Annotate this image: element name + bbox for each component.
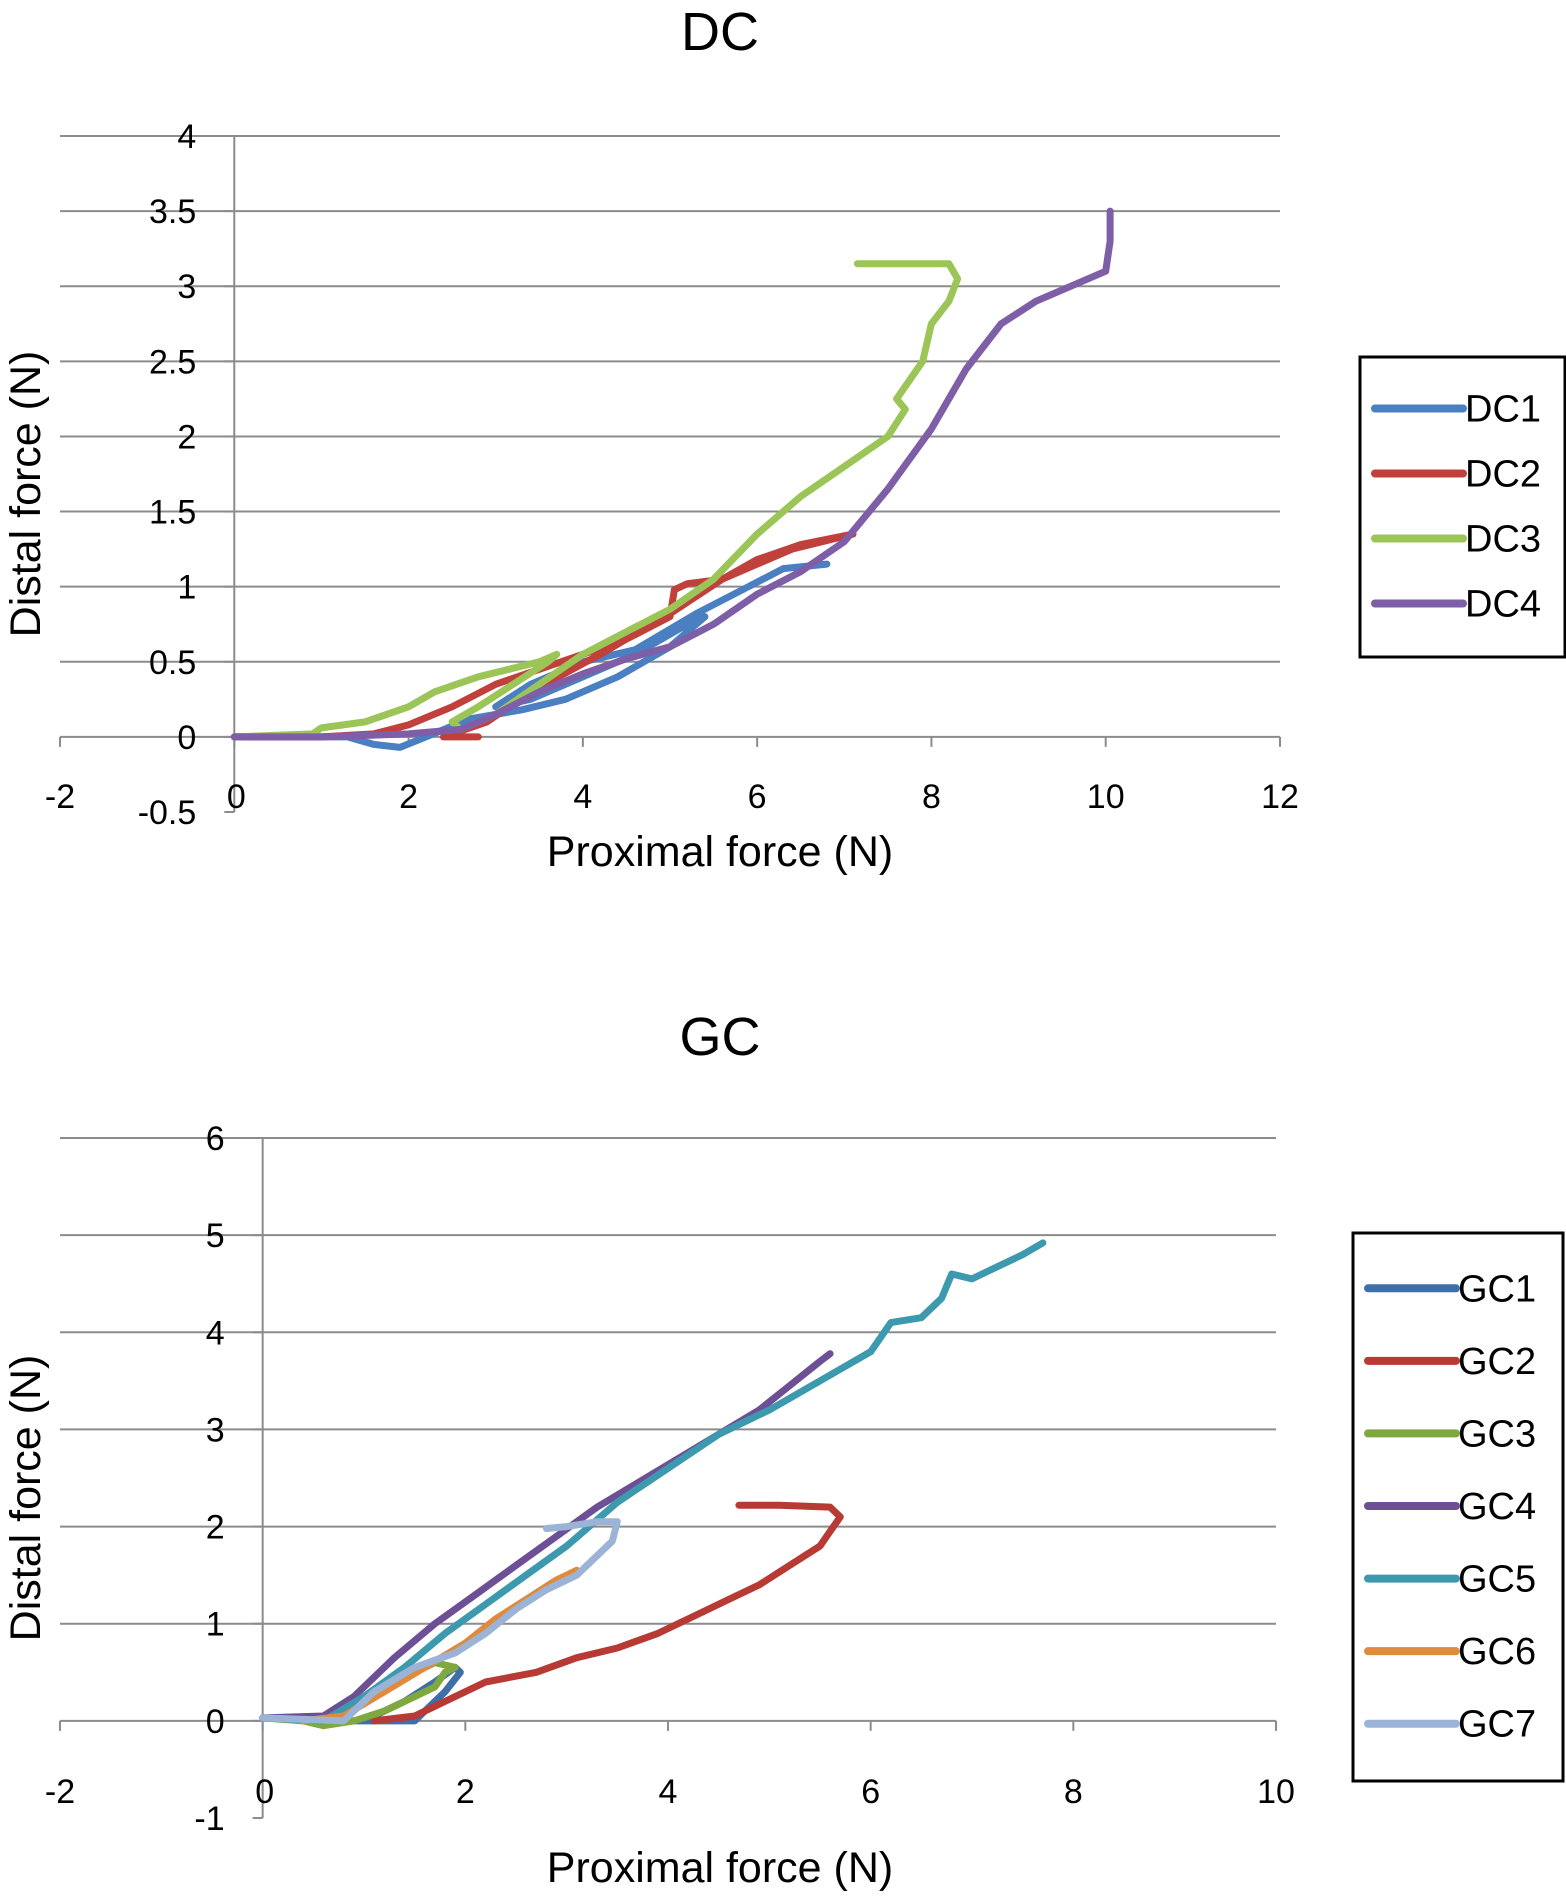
- y-tick-label: 6: [206, 1120, 225, 1158]
- x-axis-label: Proximal force (N): [547, 828, 893, 876]
- x-tick-label: -2: [45, 1773, 75, 1811]
- y-tick-label: 1: [177, 569, 196, 607]
- y-tick-label: 2: [177, 418, 196, 456]
- x-tick-label: 8: [1064, 1773, 1083, 1811]
- y-tick-label: 0.5: [149, 644, 196, 682]
- x-tick-label: 8: [922, 778, 941, 816]
- x-tick-label: 4: [659, 1773, 678, 1811]
- x-tick-label: 12: [1261, 778, 1299, 816]
- series-line-gc3: [259, 1659, 459, 1730]
- chart-dc: -0.5 0 0.5 1 1.5 2 2.5 3 3.5 4 -2 0 2 4 6 8 10 12 DC Proxim…: [2, 2, 1566, 876]
- x-tick-label: 0: [255, 1773, 274, 1811]
- y-tick-label: 5: [206, 1217, 225, 1255]
- legend-label-dc3: DC3: [1465, 519, 1541, 561]
- y-tick-label: 0: [177, 719, 196, 757]
- y-axis-label: Distal force (N): [2, 351, 50, 638]
- series-line-dc1: [230, 560, 831, 751]
- y-tick-label: 1.5: [149, 494, 196, 532]
- chart-title: DC: [681, 2, 759, 62]
- x-tick-label: 10: [1257, 1773, 1295, 1811]
- legend-label-gc7: GC7: [1458, 1704, 1536, 1746]
- series-line-dc4: [230, 207, 1114, 741]
- series-line-dc3: [230, 260, 962, 741]
- y-tick-label: 1: [206, 1606, 225, 1644]
- legend-label-gc6: GC6: [1458, 1631, 1536, 1673]
- legend-label-gc2: GC2: [1458, 1341, 1536, 1383]
- y-tick-label: 3.5: [149, 193, 196, 231]
- x-tick-label: 0: [227, 778, 246, 816]
- x-tick-label: 4: [573, 778, 592, 816]
- x-axis-label: Proximal force (N): [547, 1844, 893, 1892]
- legend-label-dc4: DC4: [1465, 584, 1541, 626]
- legend-label-gc3: GC3: [1458, 1413, 1536, 1455]
- legend-label-dc2: DC2: [1465, 454, 1541, 496]
- series-line-gc2: [370, 1501, 844, 1725]
- y-tick-label: 2.5: [149, 343, 196, 381]
- legend: DC1 DC2 DC3 DC4: [1358, 355, 1566, 659]
- series-line-gc4: [259, 1350, 834, 1722]
- legend-label-gc4: GC4: [1458, 1486, 1536, 1528]
- y-tick-label: -0.5: [138, 794, 197, 832]
- legend-label-gc5: GC5: [1458, 1559, 1536, 1601]
- y-axis-label: Distal force (N): [2, 1355, 50, 1642]
- x-tick-label: 6: [748, 778, 767, 816]
- chart-title: GC: [680, 1007, 761, 1067]
- x-tick-label: 2: [456, 1773, 475, 1811]
- x-tick-label: 2: [399, 778, 418, 816]
- y-tick-label: -1: [194, 1800, 224, 1838]
- series-line-gc7: [259, 1518, 621, 1725]
- legend-label-gc1: GC1: [1458, 1268, 1536, 1310]
- series-line-gc5: [259, 1239, 1047, 1725]
- y-tick-label: 3: [206, 1411, 225, 1449]
- y-tick-label: 4: [206, 1314, 225, 1352]
- y-tick-label: 4: [177, 118, 196, 156]
- chart-gc: -1 0 1 2 3 4 5 6 -2 0 2 4 6 8 10 GC Proximal force (N) Di…: [2, 1007, 1565, 1892]
- legend: GC1 GC2 GC3 GC4 GC5 GC6 GC7: [1351, 1231, 1565, 1783]
- x-tick-label: 10: [1087, 778, 1125, 816]
- x-tick-label: 6: [861, 1773, 880, 1811]
- x-tick-label: -2: [45, 778, 75, 816]
- y-tick-label: 3: [177, 268, 196, 306]
- legend-label-dc1: DC1: [1465, 389, 1541, 431]
- y-tick-label: 2: [206, 1509, 225, 1547]
- y-tick-label: 0: [206, 1703, 225, 1741]
